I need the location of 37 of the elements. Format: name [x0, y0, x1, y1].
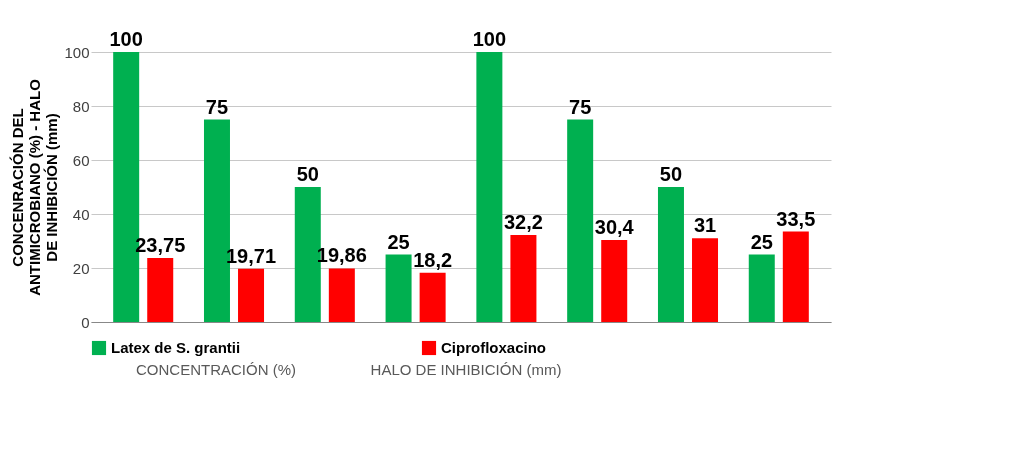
- y-tick-label: 80: [72, 97, 90, 115]
- bar: [328, 268, 355, 322]
- bar: [419, 272, 446, 322]
- bar: [692, 238, 719, 322]
- legend-label: Latex de S. grantii: [111, 339, 241, 356]
- y-tick-label: 100: [64, 43, 90, 61]
- data-label: 100: [109, 28, 143, 50]
- bar: [238, 268, 265, 322]
- data-label: 18,2: [413, 248, 453, 271]
- y-tick-label: 60: [72, 151, 90, 169]
- data-label: 75: [569, 95, 592, 118]
- bar: [567, 119, 594, 322]
- data-label: 50: [296, 163, 319, 185]
- data-label: 100: [472, 28, 507, 50]
- y-axis-title: CONCENRACIÓN DEL ANTIMICROBIANO (%) - HALO DE INHIBICIÓN (mm): [9, 78, 61, 296]
- data-label: 25: [750, 230, 773, 253]
- y-tick-label: 40: [72, 205, 90, 223]
- legend-label: Ciprofloxacino: [441, 339, 547, 356]
- bar: [476, 52, 503, 322]
- bar: [782, 231, 809, 322]
- bar: [601, 239, 628, 322]
- data-label: 31: [693, 214, 717, 237]
- data-label: 32,2: [503, 211, 543, 234]
- y-tick-label: 20: [72, 259, 90, 277]
- bar: [510, 235, 537, 322]
- data-label: 33,5: [776, 207, 816, 230]
- data-label: 25: [387, 230, 410, 253]
- bar: [657, 187, 684, 322]
- bar: [748, 254, 775, 322]
- bar: [147, 257, 174, 322]
- bar: [385, 254, 412, 322]
- data-label: 50: [659, 163, 683, 185]
- y-tick-label: 0: [81, 313, 90, 331]
- text: HALO DE INHIBICIÓN (mm): [370, 361, 562, 378]
- text: CONCENTRACIÓN (%): [136, 361, 296, 378]
- data-label: 30,4: [594, 215, 635, 238]
- data-label: 75: [205, 95, 229, 118]
